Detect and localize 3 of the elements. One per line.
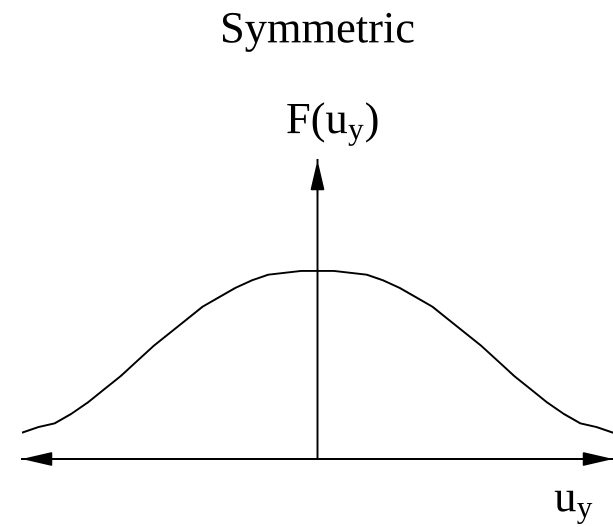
y-axis-title: F(u$_{y}$) <box>287 102 378 146</box>
x-axis-title: u$_{y}$ <box>554 490 592 524</box>
chart-title: Symmetric <box>222 12 414 52</box>
